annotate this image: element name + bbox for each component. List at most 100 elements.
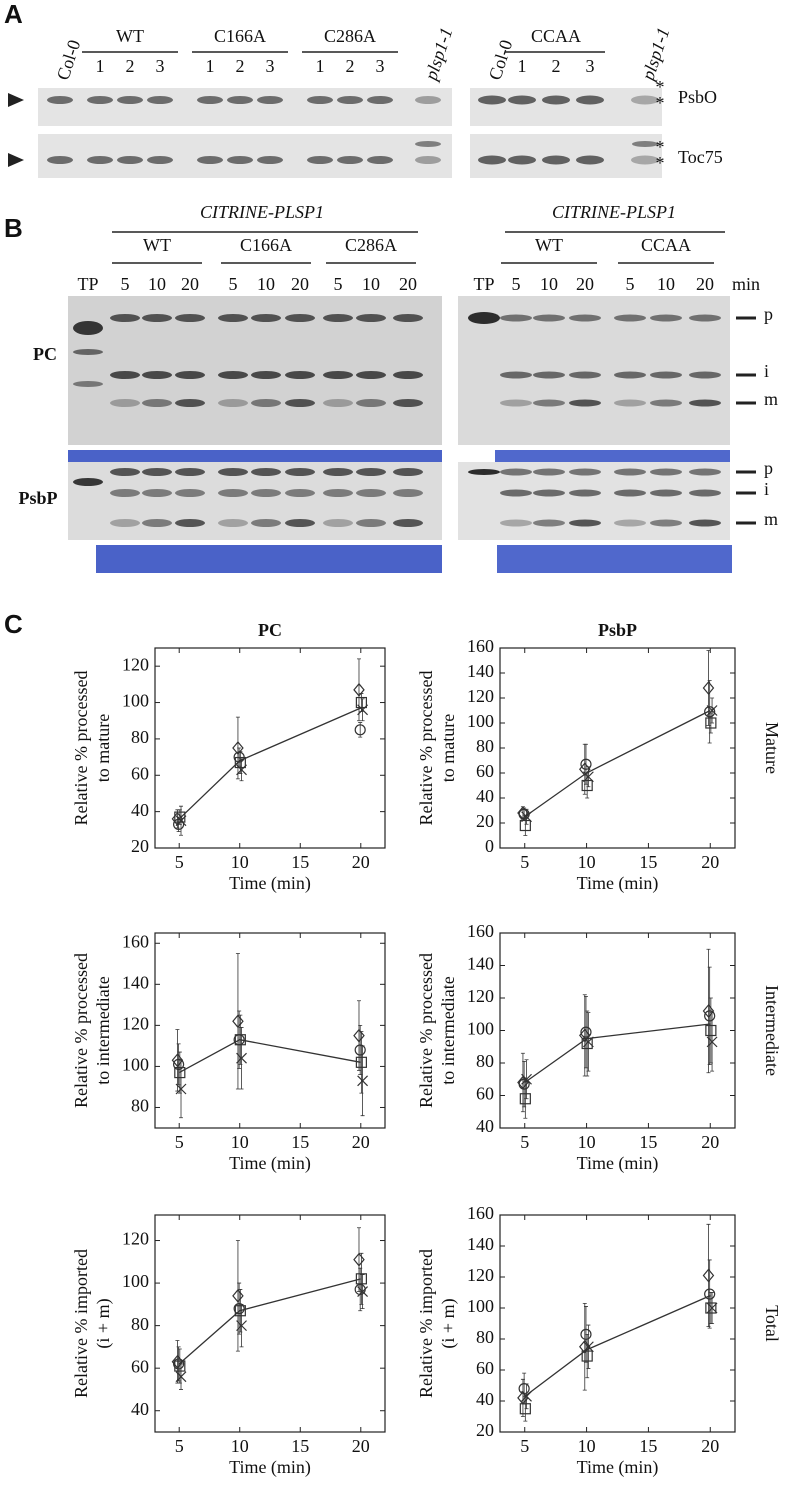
- row-label: PsbP: [18, 488, 57, 508]
- y-tick-label: 40: [131, 800, 149, 820]
- lane-label: 1: [206, 56, 215, 76]
- lane-label: 20: [576, 274, 594, 294]
- marker: [706, 1036, 718, 1048]
- band: [356, 468, 386, 476]
- marker: [580, 758, 592, 770]
- band: [285, 468, 315, 476]
- y-tick-label: 40: [131, 1399, 149, 1419]
- band: [175, 468, 205, 476]
- marker: [357, 1075, 369, 1087]
- arrowhead: [8, 93, 24, 107]
- gel: [38, 88, 452, 126]
- lane-label: 5: [626, 274, 635, 294]
- band: [175, 489, 205, 497]
- y-tick-label: 80: [131, 1314, 149, 1334]
- band: [614, 371, 646, 379]
- band: [117, 96, 143, 104]
- panel-label: B: [4, 213, 23, 243]
- band: [415, 96, 441, 104]
- band: [47, 156, 73, 164]
- band: [218, 489, 248, 497]
- lane-label: TP: [77, 274, 98, 294]
- marker: [581, 779, 593, 792]
- row-label: PC: [33, 344, 57, 364]
- plot-frame: [499, 932, 736, 1129]
- blot-label: Toc75: [678, 147, 723, 167]
- marker: [519, 1093, 531, 1105]
- band: [175, 314, 205, 322]
- x-tick-label: 5: [175, 1436, 184, 1456]
- lane-label: 1: [96, 56, 105, 76]
- x-axis-label: Time (min): [577, 873, 659, 894]
- marker: [580, 1328, 592, 1340]
- unit-label: min: [732, 274, 760, 294]
- marker: [519, 1403, 531, 1415]
- mean-line: [524, 1295, 711, 1397]
- band: [218, 399, 248, 407]
- error-bar: [582, 1302, 587, 1391]
- y-axis-label: to mature: [438, 714, 458, 782]
- band: [500, 519, 532, 527]
- band: [307, 96, 333, 104]
- y-axis-label: to mature: [93, 714, 113, 782]
- marker: [521, 811, 532, 823]
- band: [569, 468, 601, 476]
- band: [650, 489, 682, 497]
- marker: [521, 1073, 532, 1085]
- x-tick-label: 5: [175, 852, 184, 872]
- marker: [232, 1288, 244, 1303]
- lane-label: TP: [473, 274, 494, 294]
- y-tick-label: 120: [122, 654, 149, 674]
- gel: [96, 545, 442, 573]
- lane-label: 20: [696, 274, 714, 294]
- marker: [705, 1024, 717, 1037]
- lane-label: Col-0: [485, 37, 517, 82]
- marker: [236, 764, 247, 776]
- y-axis-label: (i + m): [438, 1298, 459, 1348]
- band: [73, 349, 103, 355]
- mean-line: [178, 1039, 361, 1074]
- marker: [706, 705, 718, 716]
- band-mark: *: [656, 77, 665, 97]
- band: [251, 489, 281, 497]
- band: [500, 399, 532, 407]
- band: [251, 399, 281, 407]
- band: [393, 399, 423, 407]
- band: [110, 468, 140, 476]
- marker: [171, 1053, 184, 1068]
- band: [337, 156, 363, 164]
- band-label: p: [764, 304, 773, 324]
- y-axis-label: to intermediate: [438, 976, 458, 1084]
- marker: [173, 1358, 185, 1370]
- band: [323, 314, 353, 322]
- group-label: WT: [116, 26, 144, 46]
- lane-label: 3: [376, 56, 385, 76]
- x-tick-label: 5: [175, 1132, 184, 1152]
- x-axis-label: Time (min): [229, 1457, 311, 1478]
- band: [533, 489, 565, 497]
- marker: [702, 681, 715, 695]
- marker: [234, 1034, 246, 1046]
- band: [614, 399, 646, 407]
- band: [73, 381, 103, 387]
- y-axis-label: Relative % imported: [71, 1249, 91, 1398]
- x-tick-label: 10: [578, 1132, 596, 1152]
- plot-frame: [499, 647, 736, 849]
- band: [650, 519, 682, 527]
- lane-label: 2: [126, 56, 135, 76]
- band: [689, 371, 721, 379]
- marker: [582, 771, 594, 783]
- y-tick-label: 100: [122, 1055, 149, 1075]
- x-tick-label: 15: [291, 852, 309, 872]
- marker: [704, 1010, 716, 1022]
- plot-frame: [499, 1214, 736, 1433]
- lane-label: 1: [316, 56, 325, 76]
- lane-label: 1: [518, 56, 527, 76]
- lane-label: 2: [236, 56, 245, 76]
- band: [285, 519, 315, 527]
- band: [689, 314, 721, 322]
- band: [689, 399, 721, 407]
- y-tick-label: 80: [476, 1327, 494, 1347]
- lane-label: 3: [586, 56, 595, 76]
